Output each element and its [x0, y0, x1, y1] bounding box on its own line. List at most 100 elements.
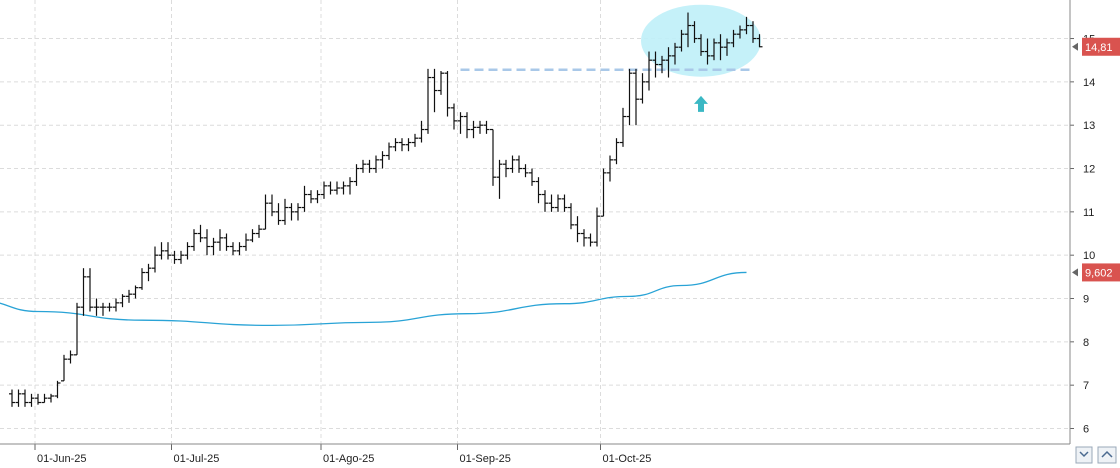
ohlc-bar: [67, 350, 74, 364]
ohlc-bar: [711, 38, 717, 61]
ohlc-bar: [496, 159, 503, 199]
ohlc-bar: [594, 207, 600, 247]
ohlc-bar: [399, 138, 405, 152]
x-tick-label: 01-Sep-25: [460, 453, 511, 465]
ohlc-bar: [366, 159, 373, 173]
ohlc-bar: [106, 302, 113, 312]
ohlc-bars: [9, 12, 763, 407]
ohlc-bar: [28, 393, 35, 407]
ohlc-bar: [587, 233, 594, 247]
ohlc-bar: [646, 51, 652, 91]
ohlc-bar: [672, 42, 678, 65]
ohlc-bar: [561, 194, 568, 212]
ohlc-bar: [412, 133, 418, 147]
ohlc-bar: [704, 38, 711, 65]
y-tick-label: 6: [1083, 424, 1089, 436]
ohlc-bar: [191, 229, 197, 251]
ohlc-bar: [217, 229, 223, 251]
ohlc-bar: [503, 159, 509, 178]
y-tick-label: 8: [1083, 337, 1089, 349]
ohlc-bar: [737, 25, 743, 39]
moving-average-line: [0, 271, 747, 327]
ohlc-bar: [490, 128, 496, 186]
ohlc-bar: [178, 250, 184, 264]
ohlc-bar: [360, 159, 366, 173]
ohlc-bar: [750, 21, 756, 43]
ohlc-bar: [483, 120, 490, 134]
ohlc-bar: [542, 190, 548, 212]
ohlc-bar: [236, 242, 243, 256]
ohlc-bar: [613, 138, 620, 165]
ohlc-bar: [295, 203, 301, 221]
ohlc-bar: [457, 112, 464, 134]
ohlc-bar: [522, 164, 529, 178]
y-tick-label: 7: [1083, 380, 1089, 392]
ohlc-bar: [444, 71, 451, 117]
ohlc-bar: [464, 112, 470, 139]
ohlc-bar: [639, 73, 646, 104]
ohlc-bar: [230, 242, 236, 256]
ohlc-bar: [607, 155, 613, 182]
ohlc-bar: [334, 181, 340, 195]
ohlc-bar: [262, 194, 269, 230]
ohlc-bar: [113, 298, 119, 312]
ohlc-bar: [249, 229, 256, 243]
ohlc-bar: [698, 34, 704, 56]
ohlc-bar: [665, 47, 672, 78]
ohlc-bar: [132, 285, 139, 299]
zoom-button[interactable]: [1097, 446, 1117, 464]
ohlc-bar: [321, 181, 327, 199]
x-tick-label: 01-Oct-25: [603, 453, 652, 465]
ohlc-bar: [581, 229, 587, 247]
overlays: [0, 4, 761, 327]
ohlc-bar: [35, 393, 41, 405]
ohlc-bar: [243, 233, 249, 251]
ohlc-bar: [724, 38, 730, 56]
price-tag-label: 14,81: [1085, 42, 1113, 54]
price-tag: [1082, 37, 1120, 56]
ohlc-bar: [470, 120, 477, 139]
ohlc-bar: [152, 246, 158, 273]
ohlc-bar: [15, 389, 22, 407]
ohlc-bar: [210, 237, 217, 256]
ohlc-bar: [165, 242, 171, 260]
ohlc-bar: [743, 16, 750, 35]
y-tick-label: 14: [1083, 77, 1095, 89]
ohlc-bar: [275, 203, 282, 225]
ohlc-bar: [126, 289, 132, 303]
ohlc-bar: [425, 68, 431, 134]
ohlc-bar: [431, 68, 438, 113]
ohlc-bar: [93, 298, 100, 316]
x-tick-label: 01-Ago-25: [323, 453, 374, 465]
y-tick-label: 13: [1083, 120, 1095, 132]
ohlc-bar: [392, 138, 399, 152]
ohlc-bar: [223, 233, 230, 251]
price-tag-label: 9,602: [1085, 267, 1113, 279]
ohlc-bar: [685, 12, 691, 48]
chevron-down-icon: [1079, 451, 1089, 458]
ohlc-bar: [477, 120, 483, 134]
grid: [0, 0, 1070, 444]
price-pointer-icon: [1072, 268, 1078, 277]
ohlc-bar: [158, 242, 165, 260]
ohlc-bar: [652, 51, 659, 78]
ohlc-bar: [405, 138, 412, 152]
ohlc-bar: [659, 55, 665, 74]
price-pointer-icon: [1072, 42, 1078, 51]
ohlc-bar: [119, 294, 126, 308]
ohlc-bar: [100, 302, 106, 316]
ohlc-bar: [327, 181, 334, 195]
ohlc-bar: [74, 302, 80, 356]
ohlc-bar: [574, 216, 581, 243]
ohlc-bar: [282, 198, 288, 225]
ohlc-bar: [633, 68, 639, 126]
ohlc-bar: [756, 34, 763, 48]
ohlc-bar: [626, 68, 633, 126]
chevron-up-icon: [1101, 450, 1113, 458]
ohlc-bar: [301, 185, 308, 212]
y-tick-label: 10: [1083, 250, 1095, 262]
ohlc-bar: [600, 168, 607, 217]
ohlc-bar: [353, 164, 360, 186]
ohlc-bar: [386, 142, 392, 160]
ohlc-bar: [347, 177, 353, 195]
